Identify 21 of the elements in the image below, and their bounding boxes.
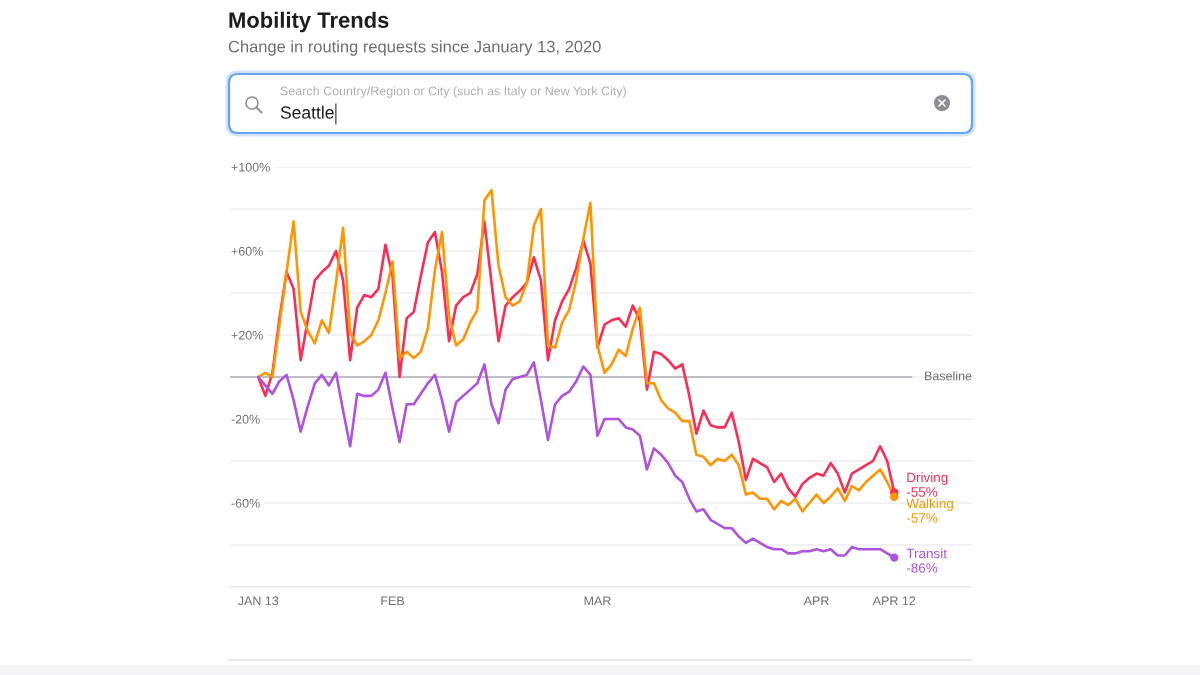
chart-subtitle: Change in routing requests since January 13, 2020 xyxy=(228,40,601,56)
series-label: Driving xyxy=(907,472,948,485)
series-label: Transit xyxy=(906,548,947,559)
y-tick-label: +100% xyxy=(231,162,270,172)
data-label: -86% xyxy=(906,563,938,573)
y-tick-label: +20% xyxy=(231,330,263,340)
data-label: -57% xyxy=(906,513,938,523)
series-label: Walking xyxy=(906,498,953,511)
x-tick-label: APR xyxy=(803,596,829,606)
y-tick-label: -60% xyxy=(231,498,260,508)
y-tick-label: +60% xyxy=(231,246,263,256)
x-tick-label: FEB xyxy=(381,596,405,606)
x-tick-label: JAN 13 xyxy=(237,596,279,606)
text: Seattle xyxy=(280,105,334,119)
x-tick-label: APR 12 xyxy=(872,596,916,606)
ref-line-label: Baseline xyxy=(925,371,972,381)
text: Search Country/Region or City (such as Italy or New York City) xyxy=(280,86,626,98)
chart-title: Mobility Trends xyxy=(229,11,389,33)
x-tick-label: MAR xyxy=(584,596,611,606)
data-label: -55% xyxy=(906,487,938,497)
y-tick-label: -20% xyxy=(231,414,260,424)
